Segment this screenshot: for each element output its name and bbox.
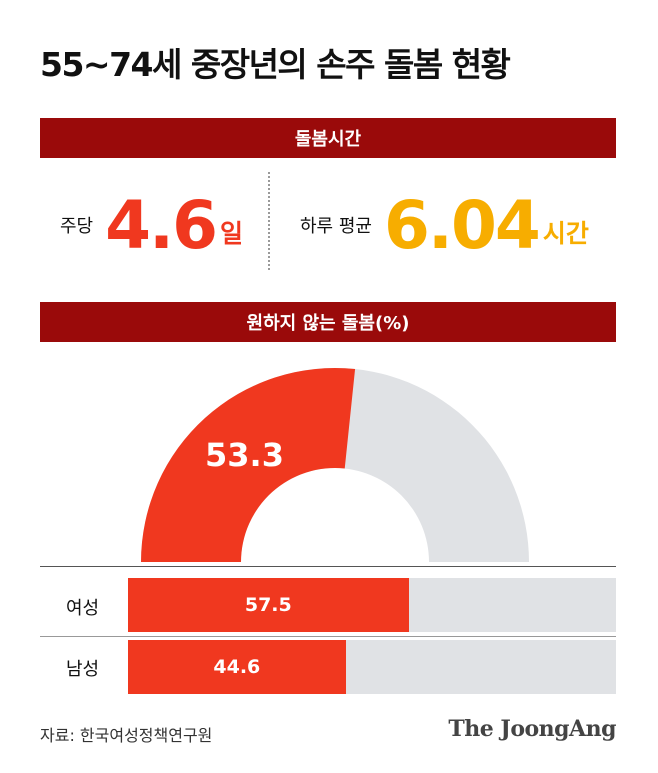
source-note: 자료: 한국여성정책연구원 bbox=[40, 726, 213, 745]
daily-value: 6.04 bbox=[383, 186, 541, 264]
care-time-header: 돌봄시간 bbox=[40, 118, 616, 158]
rows-top-line bbox=[40, 566, 616, 567]
bar-track-female: 57.5 bbox=[128, 578, 616, 632]
weekly-stat: 주당 4.6 일 bbox=[60, 180, 243, 270]
gauge-value-label: 53.3 bbox=[205, 436, 284, 474]
row-label-male: 남성 bbox=[66, 659, 100, 680]
publisher-logo: The JoongAng bbox=[448, 716, 616, 742]
unwanted-care-header: 원하지 않는 돌봄(%) bbox=[40, 302, 616, 342]
semi-donut-chart bbox=[141, 368, 529, 562]
weekly-value: 4.6 bbox=[105, 186, 218, 264]
daily-stat: 하루 평균 6.04 시간 bbox=[300, 180, 589, 270]
rows-middle-line bbox=[40, 636, 616, 637]
bar-female: 57.5 bbox=[128, 578, 409, 632]
bar-track-male: 44.6 bbox=[128, 640, 616, 694]
daily-label: 하루 평균 bbox=[300, 216, 372, 237]
gauge-fill-53-3 bbox=[141, 368, 356, 562]
bar-male: 44.6 bbox=[128, 640, 346, 694]
weekly-unit: 일 bbox=[220, 219, 244, 248]
weekly-label: 주당 bbox=[60, 216, 94, 237]
daily-unit: 시간 bbox=[542, 219, 589, 248]
row-label-female: 여성 bbox=[66, 598, 100, 619]
page-title: 55~74세 중장년의 손주 돌봄 현황 bbox=[40, 45, 511, 84]
stat-divider bbox=[268, 172, 270, 270]
